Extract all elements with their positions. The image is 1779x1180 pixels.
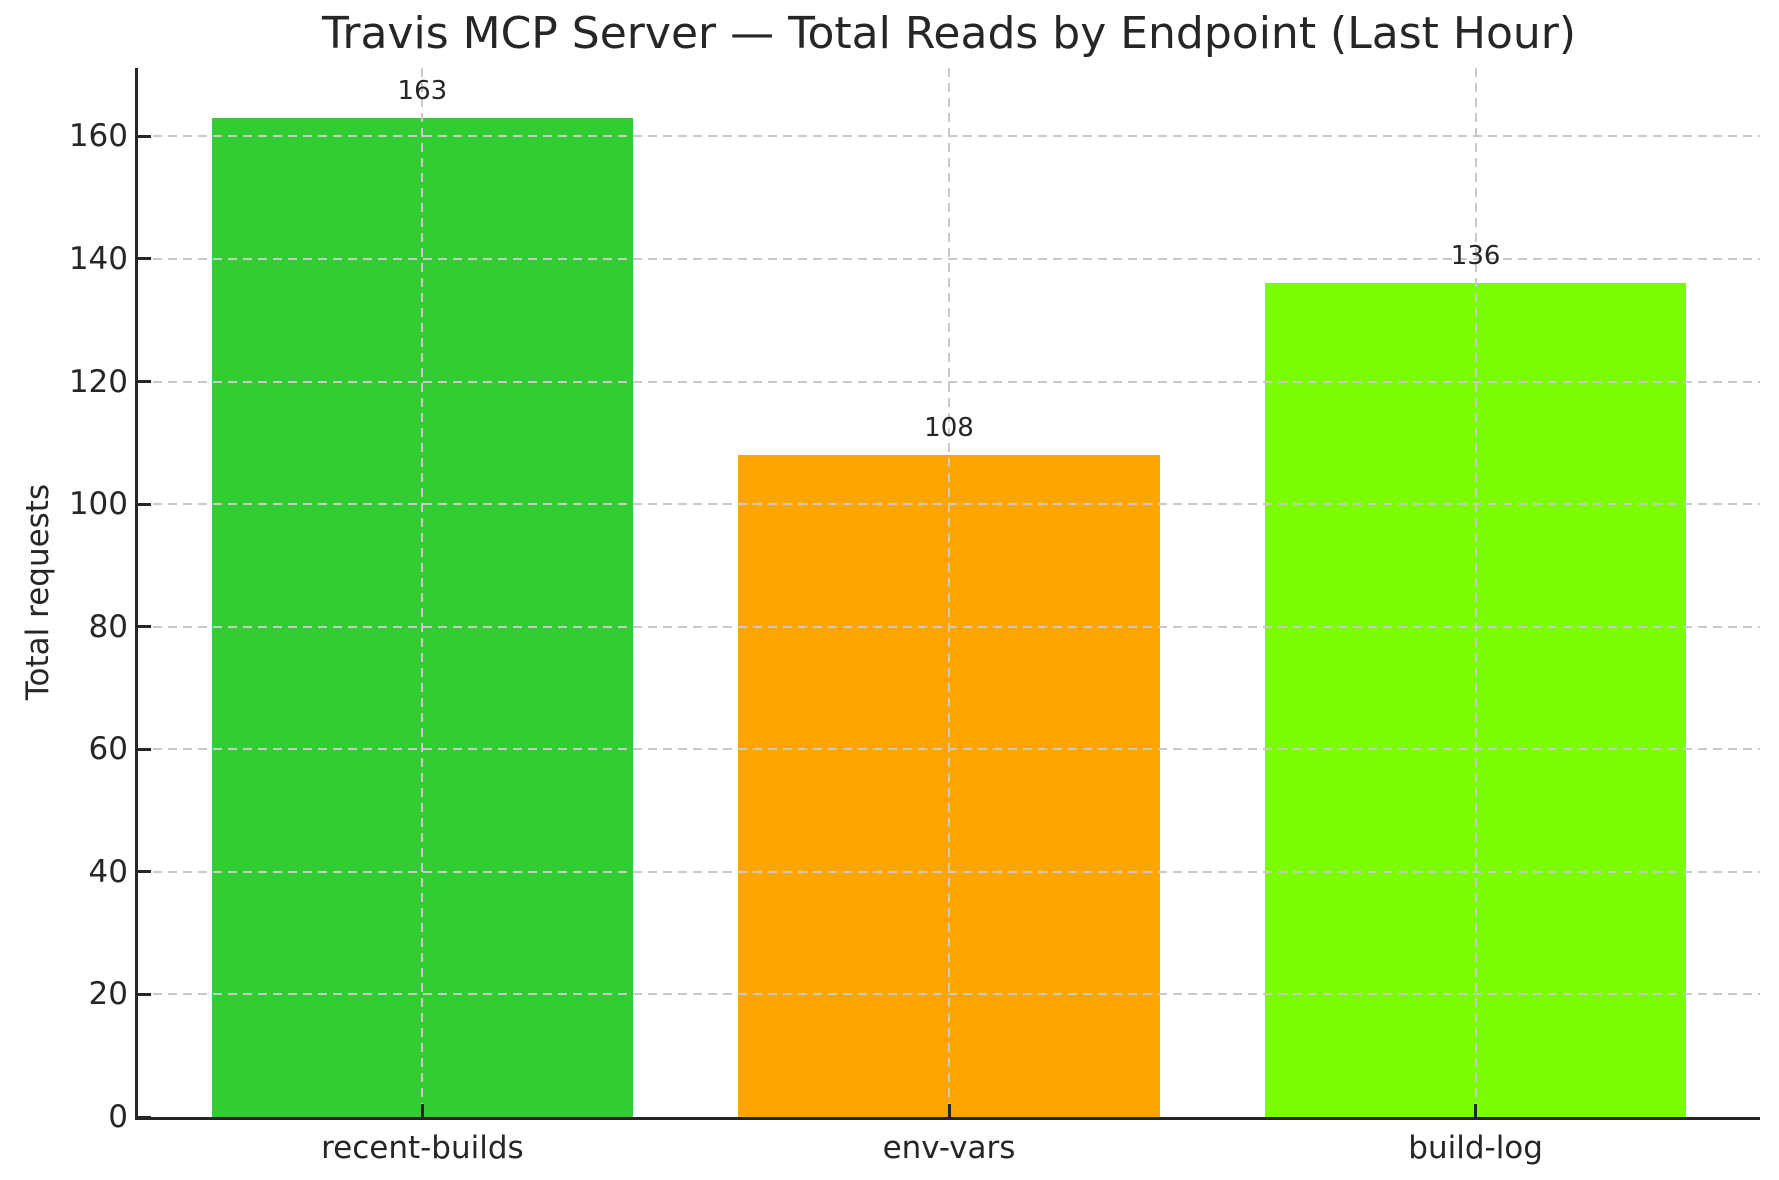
- x-tick-label: build-log: [1408, 1130, 1543, 1166]
- x-tick-label: recent-builds: [321, 1130, 524, 1166]
- x-tick-label: env-vars: [882, 1130, 1016, 1166]
- y-axis-title: Total requests: [20, 483, 56, 701]
- bar-value-label: 163: [397, 75, 448, 106]
- y-tick-label: 60: [88, 731, 128, 768]
- y-tick-label: 160: [68, 118, 128, 155]
- y-tick-label: 140: [68, 240, 128, 277]
- y-tick-label: 40: [88, 853, 128, 890]
- y-tick-label: 0: [108, 1099, 128, 1135]
- x-tick-mark: [1474, 1104, 1478, 1117]
- y-tick-mark: [138, 870, 151, 874]
- plot-area: 163 108 136: [135, 68, 1760, 1120]
- y-tick-label: 80: [88, 608, 128, 645]
- y-tick-label: 100: [68, 486, 128, 523]
- y-tick-mark: [138, 747, 151, 751]
- y-tick-mark: [138, 380, 151, 383]
- y-tick-label: 20: [88, 976, 128, 1013]
- vertical-gridline: [1474, 68, 1477, 1117]
- vertical-gridline: [948, 68, 950, 1117]
- bar-value-label: 136: [1450, 241, 1501, 272]
- chart-title: Travis MCP Server — Total Reads by Endpo…: [321, 8, 1577, 59]
- y-tick-mark: [138, 992, 151, 996]
- y-tick-mark: [138, 1115, 151, 1119]
- y-tick-mark: [138, 134, 151, 138]
- bar-value-label: 108: [924, 413, 974, 444]
- x-tick-mark: [947, 1104, 951, 1117]
- vertical-gridline: [421, 68, 424, 1117]
- x-axis-spine: [135, 1117, 1760, 1120]
- y-tick-mark: [138, 502, 151, 506]
- y-axis-spine: [135, 68, 138, 1120]
- y-tick-mark: [138, 257, 151, 261]
- y-tick-mark: [138, 625, 151, 629]
- y-tick-label: 120: [68, 363, 128, 400]
- x-tick-mark: [420, 1104, 424, 1117]
